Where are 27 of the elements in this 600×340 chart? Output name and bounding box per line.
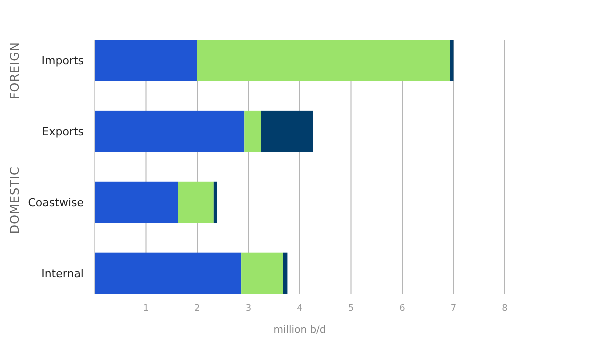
x-tick-label: 5 — [348, 304, 354, 314]
x-tick-label: 7 — [450, 304, 457, 314]
bar — [95, 110, 245, 152]
x-tick-label: 8 — [502, 304, 508, 314]
x-tick-label: 2 — [194, 304, 200, 314]
y-tick-label: Imports — [42, 54, 84, 68]
bar — [244, 110, 262, 152]
bar — [198, 40, 450, 82]
x-tick-label: 1 — [143, 304, 150, 314]
bar — [178, 182, 214, 224]
bar — [95, 40, 198, 82]
bar — [283, 252, 288, 294]
text: FOREIGN — [8, 42, 22, 100]
x-tick-label: 6 — [400, 304, 406, 314]
x-tick-label: 4 — [297, 304, 304, 314]
bar — [261, 110, 314, 152]
x-tick-label: 3 — [246, 304, 252, 314]
bar — [450, 40, 454, 82]
text: DOMESTIC — [8, 166, 22, 234]
x-axis-title: million b/d — [274, 325, 326, 336]
bar — [242, 252, 284, 294]
bar — [95, 182, 178, 224]
bar — [214, 182, 218, 224]
y-tick-label: Internal — [42, 267, 84, 280]
y-tick-label: Exports — [42, 126, 84, 139]
y-tick-label: Coastwise — [28, 196, 84, 210]
bar — [95, 252, 242, 294]
